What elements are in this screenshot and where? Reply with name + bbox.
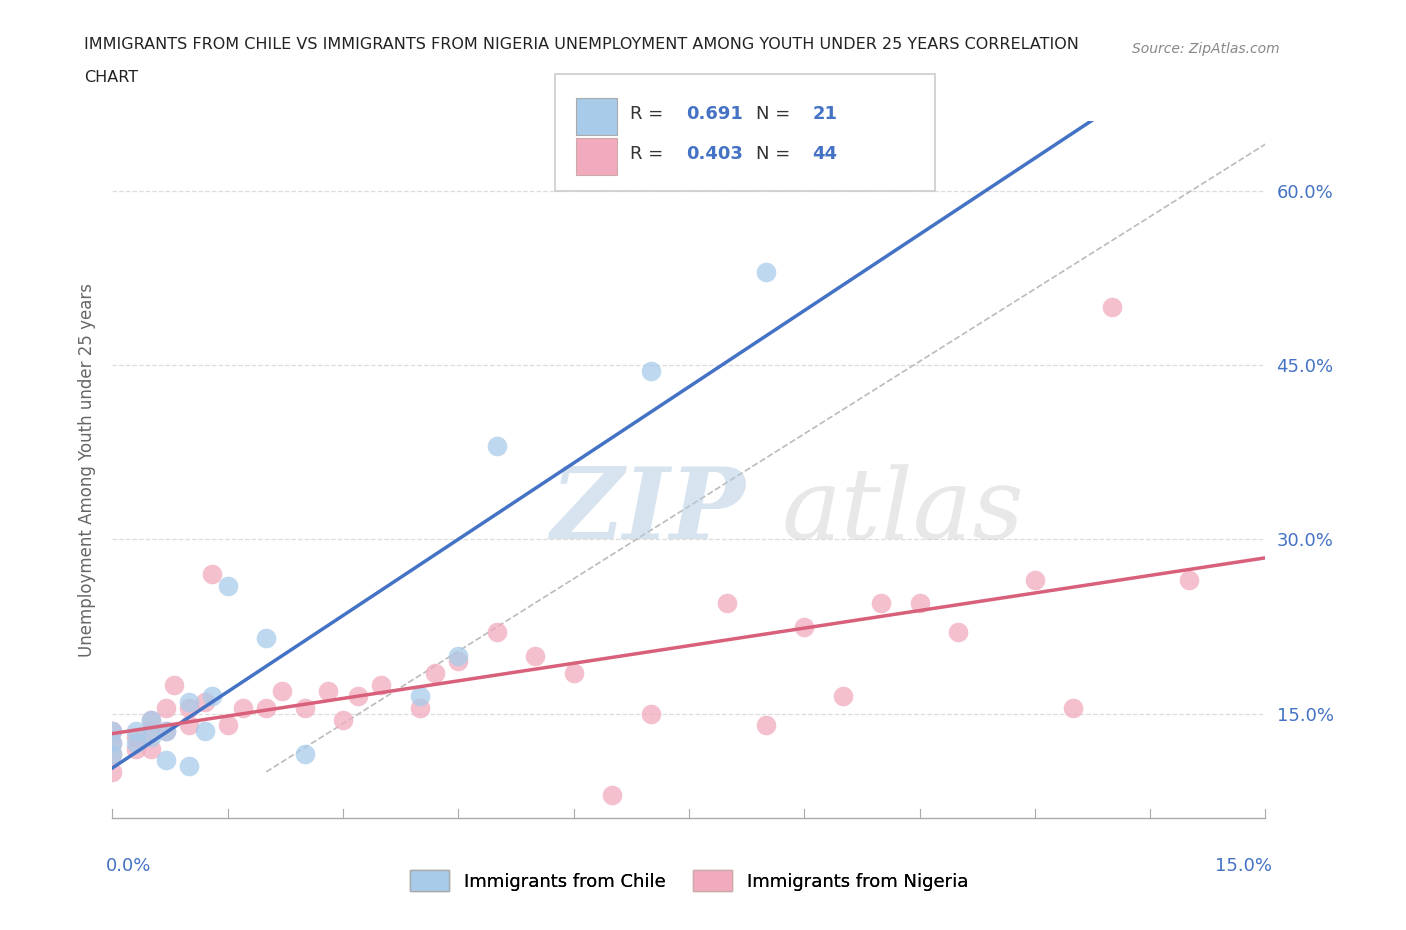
Point [179, 718, 201, 733]
Point [124, 729, 146, 744]
Point [409, 689, 432, 704]
Point [332, 712, 354, 727]
Text: atlas: atlas [782, 464, 1024, 559]
Point [316, 683, 339, 698]
Text: CHART: CHART [84, 70, 138, 85]
Point [124, 741, 146, 756]
Point [101, 736, 124, 751]
Text: N =: N = [756, 145, 796, 164]
Point [163, 677, 186, 692]
Legend: Immigrants from Chile, Immigrants from Nigeria: Immigrants from Chile, Immigrants from N… [401, 861, 977, 900]
Point [370, 677, 392, 692]
Text: 0.691: 0.691 [686, 105, 742, 124]
Point [232, 700, 254, 715]
Point [139, 729, 162, 744]
Point [101, 736, 124, 751]
Point [347, 689, 370, 704]
Point [409, 700, 432, 715]
Point [485, 625, 508, 640]
Point [101, 747, 124, 762]
Point [179, 759, 201, 774]
Point [201, 689, 224, 704]
Point [101, 747, 124, 762]
Point [217, 578, 239, 593]
Text: R =: R = [630, 145, 669, 164]
Point [254, 700, 277, 715]
Point [155, 753, 177, 768]
Point [270, 683, 292, 698]
Point [425, 666, 447, 681]
Point [485, 439, 508, 454]
Point [640, 707, 662, 722]
Point [139, 712, 162, 727]
Point [755, 265, 778, 280]
Text: 0.0%: 0.0% [105, 857, 150, 875]
Point [139, 724, 162, 738]
Text: N =: N = [756, 105, 796, 124]
Point [562, 666, 585, 681]
Point [294, 747, 316, 762]
Point [1062, 700, 1084, 715]
Point [124, 724, 146, 738]
Point [755, 718, 778, 733]
Point [155, 700, 177, 715]
Y-axis label: Unemployment Among Youth under 25 years: Unemployment Among Youth under 25 years [77, 283, 96, 657]
Text: 0.403: 0.403 [686, 145, 742, 164]
Point [194, 695, 217, 710]
Point [600, 788, 623, 803]
Point [294, 700, 316, 715]
Point [201, 567, 224, 582]
Point [101, 724, 124, 738]
Text: 21: 21 [813, 105, 838, 124]
Text: 15.0%: 15.0% [1215, 857, 1272, 875]
Point [179, 695, 201, 710]
Point [139, 741, 162, 756]
Point [793, 619, 815, 634]
Point [946, 625, 969, 640]
Point [101, 724, 124, 738]
Point [908, 596, 931, 611]
Point [716, 596, 738, 611]
Point [101, 764, 124, 779]
Point [640, 364, 662, 379]
Point [447, 654, 470, 669]
Point [217, 718, 239, 733]
Point [124, 736, 146, 751]
Point [179, 700, 201, 715]
Point [524, 648, 547, 663]
Point [1177, 573, 1199, 588]
Text: Source: ZipAtlas.com: Source: ZipAtlas.com [1132, 42, 1279, 56]
Point [139, 712, 162, 727]
Point [155, 724, 177, 738]
Point [194, 724, 217, 738]
Point [155, 724, 177, 738]
Point [447, 648, 470, 663]
Point [1101, 299, 1123, 314]
Text: IMMIGRANTS FROM CHILE VS IMMIGRANTS FROM NIGERIA UNEMPLOYMENT AMONG YOUTH UNDER : IMMIGRANTS FROM CHILE VS IMMIGRANTS FROM… [84, 37, 1080, 52]
Text: R =: R = [630, 105, 669, 124]
Text: ZIP: ZIP [551, 463, 745, 560]
Point [254, 631, 277, 645]
Point [1024, 573, 1046, 588]
Point [831, 689, 853, 704]
Point [870, 596, 893, 611]
Text: 44: 44 [813, 145, 838, 164]
